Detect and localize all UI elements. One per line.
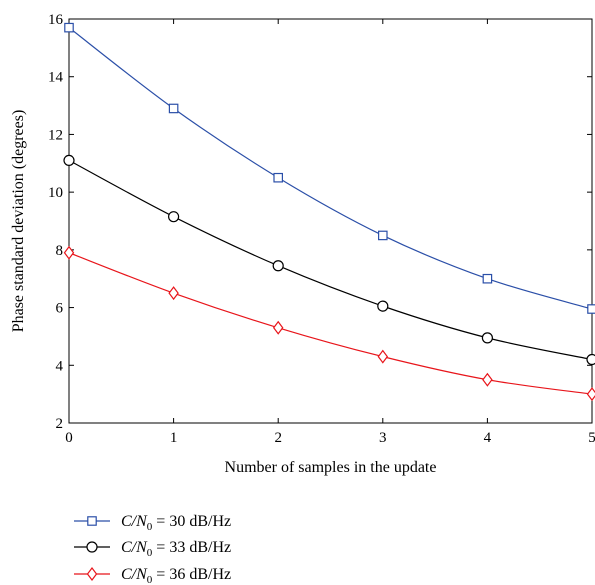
data-point	[168, 286, 179, 301]
y-axis-label: Phase standard deviation (degrees)	[10, 110, 27, 333]
legend-label: C/N0 = 30 dB/Hz	[121, 513, 231, 533]
data-point	[586, 353, 595, 366]
series-layer	[63, 22, 595, 402]
series-2	[63, 154, 595, 366]
series-line	[68, 159, 593, 361]
data-point	[482, 372, 493, 387]
data-point	[63, 154, 75, 166]
x-tick-label: 4	[484, 430, 492, 446]
legend-marker	[87, 516, 97, 526]
y-tick-label: 2	[56, 416, 64, 432]
series-line	[68, 27, 593, 310]
data-point	[481, 332, 493, 344]
legend-label: C/N0 = 36 dB/Hz	[121, 566, 231, 585]
x-tick-label: 5	[588, 430, 595, 446]
x-tick-label: 1	[170, 430, 178, 446]
legend: C/N0 = 30 dB/Hz C/N0 = 33 dB/Hz C/N0 = 36 …	[74, 513, 231, 585]
data-point	[587, 304, 595, 314]
series-line	[68, 252, 593, 395]
data-point	[64, 22, 74, 33]
y-tick-label: 14	[48, 70, 64, 86]
data-point	[586, 387, 595, 402]
series-3	[63, 245, 595, 402]
x-axis-label: Number of samples in the update	[225, 459, 437, 476]
data-point	[273, 172, 283, 183]
data-point	[63, 245, 75, 260]
legend-label: C/N0 = 33 dB/Hz	[121, 539, 231, 559]
data-point	[168, 103, 179, 114]
data-point	[168, 211, 180, 223]
y-tick-label: 8	[56, 243, 64, 259]
legend-entry: C/N0 = 30 dB/Hz	[74, 513, 231, 533]
data-point	[377, 300, 389, 312]
x-tick-label: 3	[379, 430, 387, 446]
series-1	[64, 22, 595, 314]
legend-entry: C/N0 = 33 dB/Hz	[74, 539, 231, 559]
y-tick-label: 6	[56, 301, 64, 317]
y-tick-label: 4	[56, 358, 64, 374]
data-point	[272, 320, 284, 335]
y-tick-label: 10	[48, 185, 63, 201]
x-tick-label: 2	[274, 430, 282, 446]
x-tick-label: 0	[65, 430, 73, 446]
y-tick-label: 12	[48, 127, 63, 143]
plot-frame	[68, 18, 593, 424]
data-point	[482, 273, 493, 284]
data-point	[377, 349, 389, 364]
legend-marker	[86, 567, 98, 581]
legend-entry: C/N0 = 36 dB/Hz	[74, 566, 231, 585]
y-tick-label: 16	[48, 12, 64, 28]
legend-marker	[86, 541, 98, 553]
data-point	[378, 230, 388, 241]
plot-area	[68, 18, 593, 424]
data-point	[272, 260, 284, 272]
